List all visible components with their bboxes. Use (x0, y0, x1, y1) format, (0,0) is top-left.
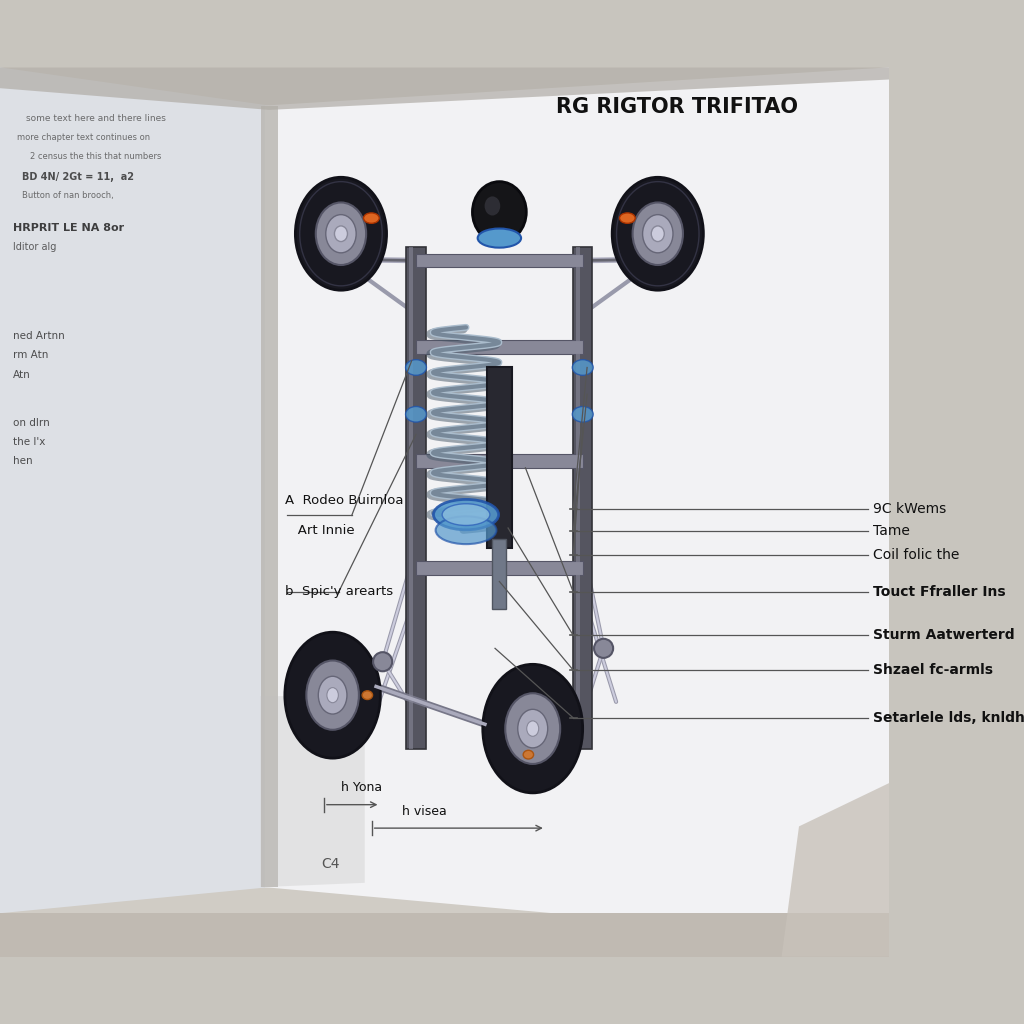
Bar (575, 247, 581, 749)
Bar (487, 368, 512, 548)
Ellipse shape (406, 359, 426, 376)
Text: HRPRIT LE NA 8or: HRPRIT LE NA 8or (13, 223, 124, 232)
Polygon shape (0, 68, 269, 913)
Ellipse shape (306, 660, 358, 730)
Text: h visea: h visea (402, 805, 446, 818)
Text: 9C kWems: 9C kWems (872, 503, 946, 516)
Text: A  Rodeo Buirnloa: A Rodeo Buirnloa (285, 494, 403, 507)
Bar (416, 254, 583, 267)
Ellipse shape (526, 721, 539, 736)
Ellipse shape (364, 213, 379, 223)
Ellipse shape (477, 228, 521, 248)
Bar (409, 247, 414, 749)
Ellipse shape (572, 359, 593, 376)
Ellipse shape (523, 751, 534, 759)
Text: Touct Ffraller Ins: Touct Ffraller Ins (872, 585, 1006, 599)
Ellipse shape (482, 665, 583, 793)
Text: rm Atn: rm Atn (13, 350, 48, 360)
Ellipse shape (285, 632, 380, 758)
Polygon shape (781, 783, 889, 956)
Ellipse shape (435, 516, 497, 544)
Text: Setarlele lds, knldh: Setarlele lds, knldh (872, 711, 1024, 725)
Bar (573, 247, 592, 749)
Polygon shape (260, 696, 365, 887)
Text: h Yona: h Yona (341, 781, 382, 795)
Ellipse shape (651, 226, 665, 242)
Ellipse shape (327, 687, 338, 702)
Ellipse shape (633, 203, 683, 265)
Text: Art Innie: Art Innie (285, 524, 354, 538)
Text: the l'x: the l'x (13, 437, 45, 447)
Bar (416, 455, 583, 468)
Text: b  Spic'y arearts: b Spic'y arearts (285, 586, 393, 598)
Bar (493, 540, 506, 609)
Ellipse shape (295, 177, 386, 290)
Ellipse shape (362, 691, 373, 699)
Ellipse shape (594, 639, 613, 657)
Ellipse shape (643, 215, 673, 253)
Text: BD 4N/ 2Gt = 11,  a2: BD 4N/ 2Gt = 11, a2 (22, 172, 134, 181)
Ellipse shape (620, 213, 635, 223)
Text: more chapter text continues on: more chapter text continues on (17, 133, 151, 142)
Ellipse shape (318, 676, 347, 714)
Ellipse shape (326, 215, 356, 253)
Ellipse shape (612, 177, 703, 290)
Polygon shape (0, 68, 889, 110)
Text: Shzael fc-armls: Shzael fc-armls (872, 664, 993, 677)
Text: ned Artnn: ned Artnn (13, 332, 65, 341)
Text: hen: hen (13, 457, 33, 466)
Ellipse shape (406, 407, 426, 422)
Polygon shape (0, 913, 889, 956)
Ellipse shape (442, 504, 489, 525)
Text: Atn: Atn (13, 370, 31, 380)
Ellipse shape (315, 203, 367, 265)
Text: Tame: Tame (872, 524, 909, 538)
Ellipse shape (335, 226, 347, 242)
Text: on dlrn: on dlrn (13, 418, 50, 428)
Text: some text here and there lines: some text here and there lines (26, 115, 166, 123)
Text: C4: C4 (321, 857, 339, 870)
Text: lditor alg: lditor alg (13, 242, 56, 252)
Text: Button of nan brooch,: Button of nan brooch, (22, 190, 114, 200)
Ellipse shape (373, 652, 392, 672)
Bar (416, 340, 583, 354)
Text: RG RIGTOR TRIFITAO: RG RIGTOR TRIFITAO (556, 97, 799, 117)
Text: Coil folic the: Coil folic the (872, 549, 959, 562)
Ellipse shape (484, 197, 501, 215)
Polygon shape (265, 68, 889, 944)
Text: Sturm Aatwerterd: Sturm Aatwerterd (872, 629, 1015, 642)
Bar (407, 247, 426, 749)
Ellipse shape (433, 500, 499, 529)
Bar (416, 561, 583, 575)
Ellipse shape (572, 407, 593, 422)
Polygon shape (260, 105, 278, 887)
Ellipse shape (518, 710, 548, 748)
Ellipse shape (505, 693, 560, 764)
Ellipse shape (472, 181, 526, 243)
Text: 2 census the this that numbers: 2 census the this that numbers (31, 153, 162, 162)
